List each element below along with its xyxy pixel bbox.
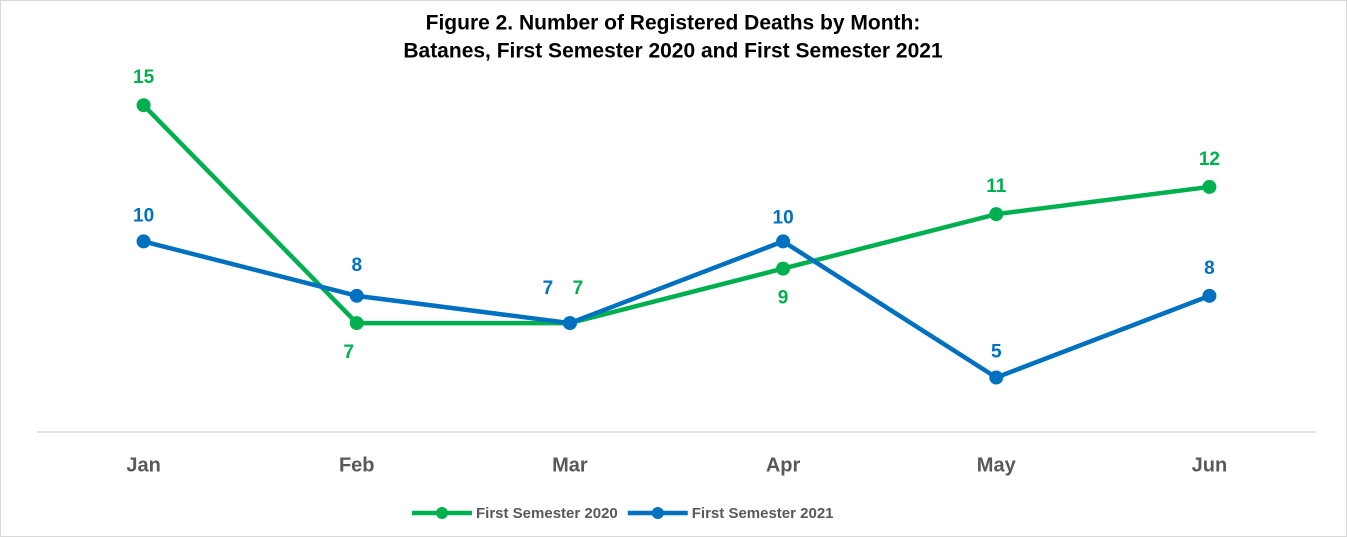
data-label: 12 [1199,149,1220,170]
data-label: 11 [986,176,1007,197]
data-label: 8 [351,255,362,276]
x-tick-label: Jan [126,454,160,476]
data-point [349,316,364,331]
data-label: 9 [778,288,789,309]
x-tick-label: May [977,454,1017,476]
legend-marker [651,507,664,519]
legend-marker [436,507,448,519]
data-label: 10 [133,205,154,226]
data-label: 7 [573,278,584,299]
data-point [136,234,151,249]
chart-title: Batanes, First Semester 2020 and First S… [403,40,943,63]
data-point [1202,288,1217,303]
series-line [143,239,1211,380]
x-tick-label: Jun [1192,454,1228,476]
data-point [776,234,791,249]
data-point [989,207,1004,222]
data-label: 7 [543,278,554,299]
legend-label: First Semester 2020 [476,505,618,522]
data-point [1202,179,1217,194]
x-tick-label: Apr [766,454,801,476]
x-tick-label: Feb [339,454,375,476]
legend-label: First Semester 2021 [692,505,834,522]
data-point [136,98,151,113]
data-label: 7 [343,342,354,363]
data-point [776,261,791,276]
data-point [562,316,577,331]
data-label: 8 [1204,258,1215,279]
data-point [349,288,364,303]
chart-title: Figure 2. Number of Registered Deaths by… [426,12,921,35]
data-label: 15 [133,67,155,88]
x-tick-label: Mar [552,454,588,476]
data-point [989,370,1004,385]
data-label: 5 [991,342,1002,363]
data-label: 10 [773,207,794,228]
